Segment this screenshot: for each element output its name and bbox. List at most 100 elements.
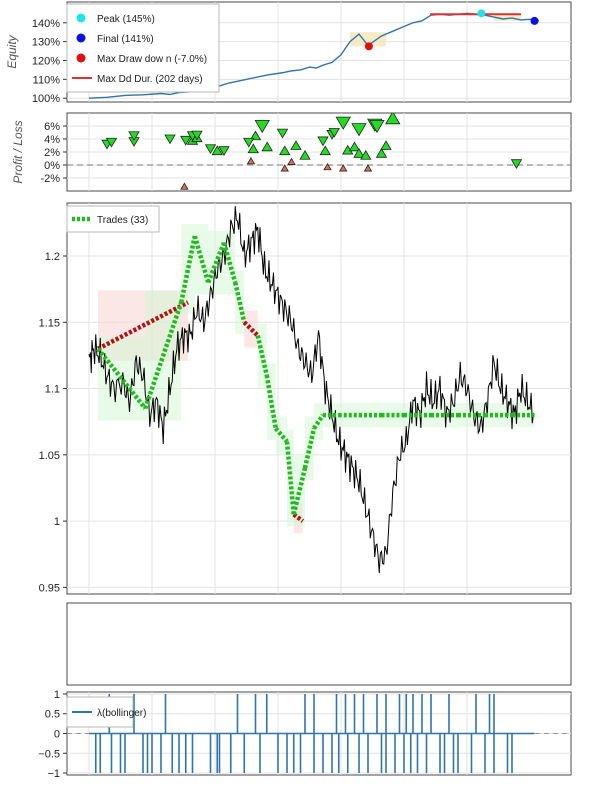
price-clip-group (88, 206, 535, 573)
losses-marker (180, 182, 189, 190)
drawdown-span (494, 13, 521, 21)
ytick-label: 140% (32, 18, 60, 30)
losses-marker (280, 164, 289, 172)
legend-label: Max Draw dow n (-7.0%) (97, 54, 207, 65)
long_win_entries-marker (279, 145, 291, 156)
short_win_exits-marker (254, 120, 270, 134)
legend-label: Peak (145%) (97, 14, 155, 25)
long_win_entries-marker (261, 141, 273, 152)
ytick-label: 130% (32, 37, 60, 49)
ytick-label: -2% (40, 173, 60, 185)
long_win_entries-marker (348, 141, 361, 152)
losses-marker (246, 157, 256, 165)
trade-line (291, 467, 308, 516)
long_win_entries-marker (247, 143, 259, 154)
short_win_exits-marker (164, 134, 176, 145)
legend-marker (76, 13, 86, 23)
short_win_exits-marker (243, 137, 255, 148)
trade-band (244, 310, 258, 348)
long_win_entries-marker (211, 145, 223, 156)
ytick-label: 6% (44, 121, 60, 133)
profit-loss-ylabel: Profit / Loss (11, 120, 25, 183)
drawdown-span (350, 32, 386, 47)
empty-panel (66, 602, 572, 686)
trade-line (179, 235, 197, 303)
legend-box (66, 3, 220, 93)
ytick-label: 0.5 (45, 709, 60, 721)
ytick-label: 110% (33, 74, 61, 86)
long_win_entries-marker (299, 149, 311, 160)
price-line (88, 206, 535, 573)
trade-band (275, 416, 287, 454)
long_win_entries-marker (380, 140, 392, 150)
ytick-label: 1.05 (39, 450, 60, 462)
trade-line (192, 235, 211, 284)
trade-line (292, 512, 305, 523)
legend-label: Final (141%) (97, 34, 154, 45)
ytick-label: 0 (54, 729, 60, 741)
long_win_entries-marker (290, 140, 302, 150)
peak-marker (477, 9, 486, 18)
ytick-label: 1 (54, 689, 60, 701)
final-marker (530, 16, 539, 25)
long_win_entries-marker (360, 149, 372, 160)
legend-label: Trades (33) (97, 215, 148, 226)
trade-line (233, 282, 247, 323)
short_win_exits-marker (218, 146, 230, 156)
ytick-label: −1 (47, 768, 60, 780)
short_win_exits-marker (351, 123, 367, 137)
trade-line (96, 347, 148, 410)
trade-line (96, 300, 190, 351)
losses-marker (287, 157, 296, 165)
ytick-label: 1.1 (45, 384, 60, 396)
trade-line (264, 374, 278, 429)
legends-layer: Peak (145%) Final (141%) Max Draw dow n (-… (66, 3, 220, 728)
short_win_exits-marker (317, 136, 329, 147)
short_win_exits-marker (204, 144, 217, 155)
losses-marker (323, 163, 332, 171)
short_win_exits-marker (105, 137, 118, 148)
short_win_exits-marker (276, 128, 289, 139)
ytick-label: 0.95 (39, 582, 60, 594)
short_win_exits-marker (191, 130, 203, 141)
indicator-clip-group (67, 693, 571, 774)
trade-line (312, 413, 325, 430)
losses-marker (363, 164, 373, 172)
short_win_exits-marker (328, 128, 340, 138)
ytick-label: 2% (44, 147, 60, 159)
ticks-layer: 100% 110% 120% 130% 140% -2%0%2%4%6% 0.95 1 1.05… (32, 18, 67, 780)
trade-line (206, 241, 227, 284)
trade-line (143, 301, 184, 410)
marks-layer (67, 9, 571, 774)
trade-band (314, 403, 323, 441)
legend-marker (76, 33, 86, 43)
pl-clip-group (67, 113, 571, 190)
trade-line (302, 427, 317, 469)
trade-band (293, 456, 305, 527)
trade-line (274, 426, 289, 444)
ytick-label: 100% (32, 93, 60, 105)
legend-label: Max Dd Dur. (202 days) (97, 74, 203, 85)
short_win_exits-marker (128, 131, 140, 142)
long_win_entries-marker (353, 148, 365, 158)
legend-label: λ(bollinger) (97, 708, 146, 719)
trade-line (255, 335, 269, 376)
ytick-label: 4% (44, 134, 60, 146)
short_win_exits-marker (510, 159, 523, 169)
trade-line (284, 441, 296, 515)
ytick-label: 1.15 (39, 317, 60, 329)
long_win_entries-marker (385, 113, 401, 125)
short_win_exits-marker (369, 120, 385, 134)
short_win_exits-marker (335, 116, 351, 130)
ytick-label: 120% (32, 55, 60, 67)
ytick-label: 1.2 (45, 251, 60, 263)
legend-box (66, 696, 134, 728)
ytick-label: 1 (54, 516, 60, 528)
max-drawdown-marker (364, 42, 373, 51)
short_win_exits-marker (180, 135, 192, 146)
trade-line (221, 242, 238, 284)
trade-line (242, 320, 260, 338)
ytick-label: −0.5 (38, 748, 60, 760)
